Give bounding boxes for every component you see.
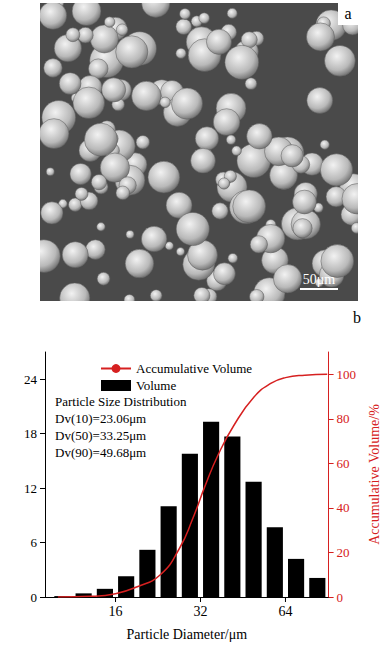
svg-text:24: 24 — [24, 372, 38, 387]
svg-text:50μm: 50μm — [303, 272, 336, 287]
svg-text:Dv(10)=23.06μm: Dv(10)=23.06μm — [55, 411, 146, 426]
svg-text:16: 16 — [109, 604, 123, 619]
svg-text:64: 64 — [278, 604, 292, 619]
svg-text:Dv(90)=49.68μm: Dv(90)=49.68μm — [55, 445, 146, 460]
svg-text:100: 100 — [337, 367, 357, 382]
svg-text:Dv(50)=33.25μm: Dv(50)=33.25μm — [55, 428, 146, 443]
svg-text:18: 18 — [24, 426, 37, 441]
svg-text:Particle Diameter/μm: Particle Diameter/μm — [126, 627, 247, 642]
svg-text:12: 12 — [24, 481, 37, 496]
svg-text:0: 0 — [337, 590, 344, 605]
svg-text:Particle Size Distribution: Particle Size Distribution — [55, 394, 187, 409]
svg-text:b: b — [353, 309, 361, 326]
svg-text:80: 80 — [337, 411, 350, 426]
svg-text:20: 20 — [337, 545, 350, 560]
svg-text:Accumulative Volume/%: Accumulative Volume/% — [367, 404, 382, 545]
svg-text:40: 40 — [337, 500, 350, 515]
svg-text:6: 6 — [31, 535, 38, 550]
svg-text:Volume: Volume — [136, 378, 176, 393]
svg-text:32: 32 — [193, 604, 207, 619]
svg-text:60: 60 — [337, 456, 350, 471]
svg-text:Accumulative Volume: Accumulative Volume — [136, 361, 252, 376]
svg-text:a: a — [344, 5, 351, 22]
svg-text:0: 0 — [31, 590, 38, 605]
